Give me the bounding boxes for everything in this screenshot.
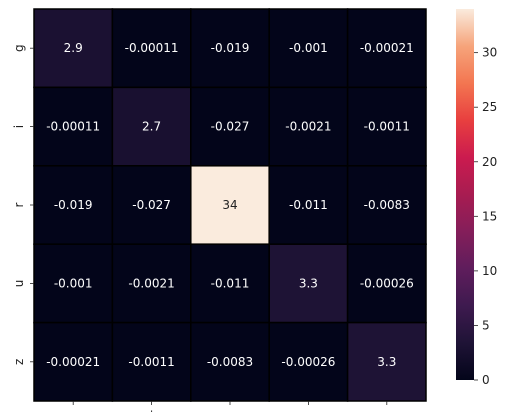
heatmap-cell xyxy=(33,321,114,402)
cell-value-label: 3.3 xyxy=(299,276,318,290)
x-tick-label: r xyxy=(228,409,233,413)
heatmap-cell xyxy=(190,8,270,89)
y-tick-label: i xyxy=(12,125,26,128)
heatmap-cell xyxy=(111,243,192,324)
colorbar-tick-label: 30 xyxy=(482,46,497,60)
heatmap-cell xyxy=(190,321,270,402)
cell-value-label: -0.001 xyxy=(54,276,93,290)
cell-value-label: -0.0011 xyxy=(128,355,174,369)
cell-value-label: -0.00021 xyxy=(360,41,414,55)
heatmap-cell xyxy=(346,243,427,324)
x-tick-label: z xyxy=(384,409,390,413)
heatmap-cell xyxy=(346,321,427,402)
cell-value-label: -0.0021 xyxy=(285,120,331,134)
colorbar-tick-label: 25 xyxy=(482,100,497,114)
heatmap-cell xyxy=(268,165,349,245)
cell-value-label: -0.019 xyxy=(211,41,250,55)
heatmap-cell xyxy=(33,8,114,89)
x-tick-label: i xyxy=(150,409,153,413)
y-tick-label: z xyxy=(12,359,26,365)
colorbar xyxy=(456,9,474,380)
heatmap-cell xyxy=(111,321,192,402)
cell-value-label: -0.0011 xyxy=(364,120,410,134)
heatmap-cell xyxy=(111,165,192,245)
x-tick-label: g xyxy=(69,409,77,413)
y-tick-label: r xyxy=(12,202,26,207)
cell-value-label: -0.027 xyxy=(132,198,171,212)
cell-value-label: 3.3 xyxy=(377,355,396,369)
y-axis: g i r u z xyxy=(12,44,34,365)
heatmap-cell-labels: 2.9 -0.00011 -0.019 -0.001 -0.00021 -0.00011 2… xyxy=(46,41,414,369)
cell-value-label: -0.00011 xyxy=(125,41,179,55)
cell-value-label: -0.0083 xyxy=(207,355,253,369)
cell-value-label: -0.00021 xyxy=(46,355,100,369)
heatmap-cell xyxy=(268,243,349,324)
colorbar-tick-label: 5 xyxy=(482,318,490,332)
cell-value-label: -0.011 xyxy=(211,276,250,290)
y-tick-label: u xyxy=(12,280,26,288)
heatmap-cells xyxy=(33,8,427,402)
cell-value-label: 34 xyxy=(222,198,237,212)
cell-value-label: 2.7 xyxy=(142,120,161,134)
cell-value-label: -0.00026 xyxy=(360,276,414,290)
cell-value-label: -0.027 xyxy=(211,120,250,134)
heatmap-cell xyxy=(111,8,192,89)
cell-value-label: -0.019 xyxy=(54,198,93,212)
cell-value-label: -0.011 xyxy=(289,198,328,212)
colorbar-tick-label: 0 xyxy=(482,373,490,387)
cell-value-label: -0.00011 xyxy=(46,120,100,134)
colorbar-axis: 0 5 10 15 20 25 30 xyxy=(474,46,497,387)
cell-value-label: -0.0083 xyxy=(364,198,410,212)
colorbar-tick-label: 10 xyxy=(482,264,497,278)
heatmap-cell xyxy=(190,243,270,324)
heatmap-cell xyxy=(346,86,427,167)
cell-value-label: -0.00026 xyxy=(281,355,335,369)
cell-value-label: -0.001 xyxy=(289,41,328,55)
colorbar-tick-label: 20 xyxy=(482,155,497,169)
x-tick-label: u xyxy=(305,409,313,413)
cell-value-label: -0.0021 xyxy=(128,276,174,290)
colorbar-tick-label: 15 xyxy=(482,209,497,223)
cell-value-label: 2.9 xyxy=(64,41,83,55)
y-tick-label: g xyxy=(12,44,26,52)
heatmap-cell xyxy=(190,86,270,167)
